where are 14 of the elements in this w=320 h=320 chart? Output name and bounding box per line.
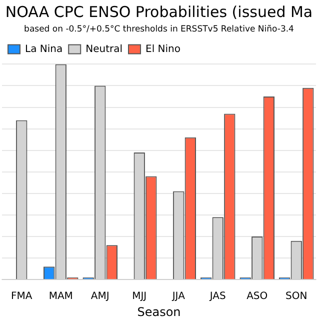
legend-label: Neutral xyxy=(86,44,123,55)
x-tick-label: MJJ xyxy=(132,291,147,302)
legend-label: La Nina xyxy=(25,44,63,55)
x-tick-label: ASO xyxy=(246,291,268,302)
x-tick-label: JAS xyxy=(208,291,226,302)
chart-title: NOAA CPC ENSO Probabilities (issued Ma xyxy=(5,2,313,21)
chart-subtitle: based on -0.5°/+0.5°C thresholds in ERSSTv5 Relative Niño-3.4 xyxy=(24,24,294,34)
x-axis-title: Season xyxy=(137,304,181,319)
x-tick-label: JJA xyxy=(171,291,186,302)
x-tick-label: SON xyxy=(286,291,308,302)
legend-label: El Nino xyxy=(146,44,181,55)
x-tick-label: MAM xyxy=(48,291,73,302)
x-tick-label: FMA xyxy=(11,291,32,302)
x-tick-label: AMJ xyxy=(90,291,110,302)
